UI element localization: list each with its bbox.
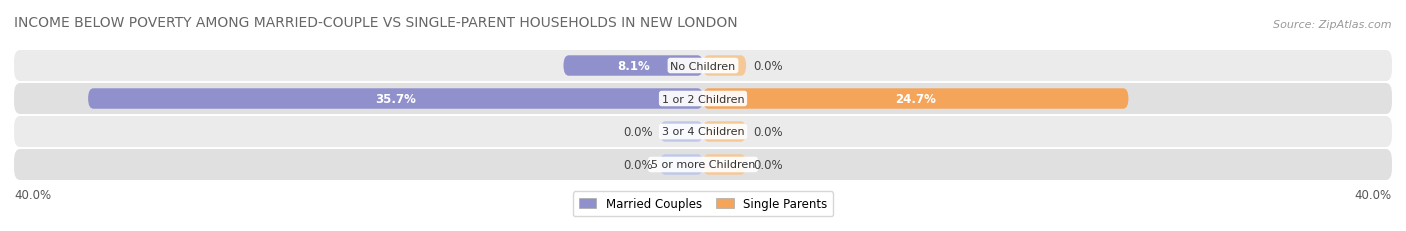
FancyBboxPatch shape xyxy=(14,149,1392,180)
FancyBboxPatch shape xyxy=(703,155,747,175)
Legend: Married Couples, Single Parents: Married Couples, Single Parents xyxy=(572,191,834,216)
Text: 3 or 4 Children: 3 or 4 Children xyxy=(662,127,744,137)
Text: 0.0%: 0.0% xyxy=(754,60,783,73)
FancyBboxPatch shape xyxy=(659,122,703,142)
FancyBboxPatch shape xyxy=(14,51,1392,82)
Text: INCOME BELOW POVERTY AMONG MARRIED-COUPLE VS SINGLE-PARENT HOUSEHOLDS IN NEW LON: INCOME BELOW POVERTY AMONG MARRIED-COUPL… xyxy=(14,16,738,30)
Text: 0.0%: 0.0% xyxy=(754,125,783,138)
FancyBboxPatch shape xyxy=(659,155,703,175)
FancyBboxPatch shape xyxy=(703,89,1129,109)
Text: 0.0%: 0.0% xyxy=(754,158,783,171)
FancyBboxPatch shape xyxy=(564,56,703,76)
Text: Source: ZipAtlas.com: Source: ZipAtlas.com xyxy=(1274,20,1392,30)
Text: 24.7%: 24.7% xyxy=(896,93,936,106)
FancyBboxPatch shape xyxy=(89,89,703,109)
Text: 5 or more Children: 5 or more Children xyxy=(651,160,755,170)
Text: 35.7%: 35.7% xyxy=(375,93,416,106)
Text: 1 or 2 Children: 1 or 2 Children xyxy=(662,94,744,104)
FancyBboxPatch shape xyxy=(14,84,1392,115)
Text: 40.0%: 40.0% xyxy=(1355,188,1392,201)
Text: No Children: No Children xyxy=(671,61,735,71)
Text: 40.0%: 40.0% xyxy=(14,188,51,201)
Text: 8.1%: 8.1% xyxy=(617,60,650,73)
FancyBboxPatch shape xyxy=(14,116,1392,147)
Text: 0.0%: 0.0% xyxy=(623,158,652,171)
Text: 0.0%: 0.0% xyxy=(623,125,652,138)
FancyBboxPatch shape xyxy=(703,122,747,142)
FancyBboxPatch shape xyxy=(703,56,747,76)
